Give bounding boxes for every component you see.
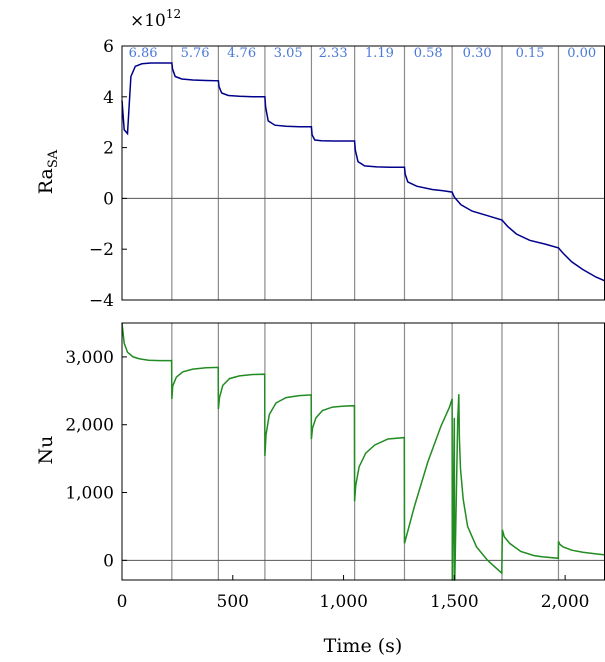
segment-label: 5.76 (181, 46, 210, 61)
rasa-y-tick-label: −4 (89, 291, 114, 311)
rasa-y-tick-label: 2 (103, 139, 114, 159)
y-multiplier-label: ×1012 (130, 7, 181, 31)
rasa-segment-labels: 6.86 5.76 4.76 3.05 2.33 1.19 0.58 0.30 0.15 0.00 (129, 46, 597, 61)
rasa-y-tick-label: 4 (103, 88, 114, 108)
rasa-vertical-lines (171, 46, 560, 300)
x-tick-label: 500 (217, 592, 249, 612)
rasa-series-line (121, 62, 605, 282)
x-tick-label: 1,500 (430, 592, 479, 612)
rasa-y-tick-label: 0 (103, 189, 114, 209)
segment-label: 3.05 (274, 46, 303, 61)
segment-label: 0.30 (463, 46, 492, 61)
x-tick-label: 2,000 (541, 592, 590, 612)
rasa-plot: 6 4 2 0 −2 −4 6.86 5.76 4.76 3.05 2.33 1.19 0.58 0.3… (35, 7, 605, 311)
segment-label: 0.00 (567, 46, 596, 61)
rasa-plot-frame (121, 45, 605, 301)
segment-label: 0.58 (414, 46, 443, 61)
nu-y-tick-label: 2,000 (65, 416, 114, 436)
nu-y-tick-label: 0 (103, 551, 114, 571)
nu-vertical-lines (171, 323, 560, 580)
nu-plot-frame (121, 322, 605, 581)
rasa-y-tick-label: 6 (103, 37, 114, 57)
x-axis: 0 500 1,000 1,500 2,000 (117, 575, 590, 612)
nu-y-tick-label: 3,000 (65, 348, 114, 368)
segment-label: 4.76 (227, 46, 256, 61)
x-tick-label: 1,000 (319, 592, 368, 612)
segment-label: 0.15 (516, 46, 545, 61)
nu-series-line (121, 322, 605, 581)
nu-y-tick-label: 1,000 (65, 484, 114, 504)
segment-label: 6.86 (129, 46, 158, 61)
segment-label: 1.19 (365, 46, 394, 61)
segment-label: 2.33 (319, 46, 348, 61)
rasa-y-axis: 6 4 2 0 −2 −4 (89, 37, 127, 311)
rasa-y-tick-label: −2 (89, 240, 114, 260)
nu-y-axis-title: Nu (35, 436, 57, 465)
nu-y-axis: 3,000 2,000 1,000 0 (65, 348, 127, 571)
rasa-y-axis-title: RaSA (35, 149, 61, 194)
x-tick-label: 0 (117, 592, 128, 612)
x-axis-title: Time (s) (324, 635, 403, 657)
